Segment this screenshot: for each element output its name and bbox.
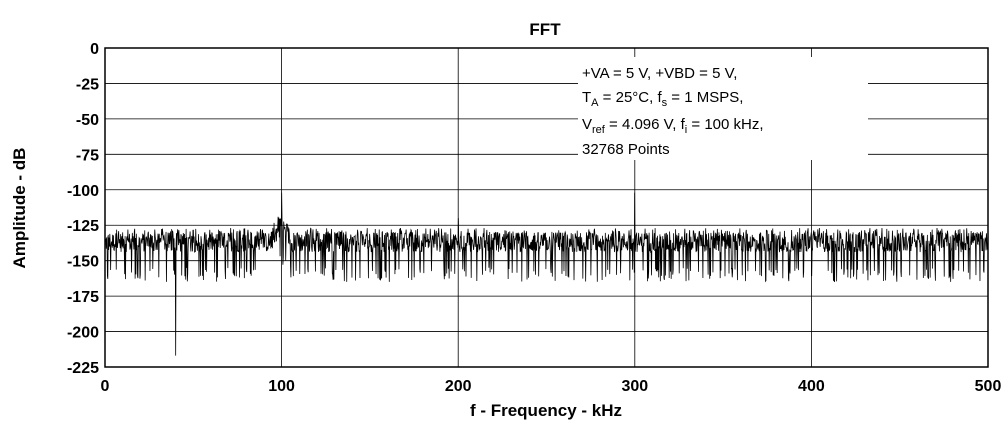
annotation: +VA = 5 V, +VBD = 5 V, TA = 25°C, fs = 1… [582,65,764,158]
x-tick-label: 0 [101,378,110,395]
plot-frame [104,47,989,368]
chart-title: FFT [529,20,561,39]
y-tick-label: -75 [76,147,99,164]
annotation-line-3: Vref = 4.096 V, fi = 100 kHz, [582,116,764,136]
y-tick-label: -100 [67,183,99,200]
x-tick-label: 400 [798,378,825,395]
y-tick-label: -50 [76,112,99,129]
y-axis-label: Amplitude - dB [10,148,29,269]
annotation-line-1: +VA = 5 V, +VBD = 5 V, [582,65,737,82]
x-tick-label: 300 [621,378,648,395]
y-tick-label: 0 [90,41,99,58]
x-tick-label: 500 [975,378,1002,395]
y-tick-label: -175 [67,289,99,306]
x-tick-label: 200 [445,378,472,395]
y-tick-label: -200 [67,325,99,342]
annotation-box [578,57,868,160]
y-tick-label: -125 [67,218,99,235]
y-tick-label: -25 [76,76,99,93]
y-tick-label: -150 [67,254,99,271]
annotation-line-4: 32768 Points [582,141,670,158]
annotation-line-2: TA = 25°C, fs = 1 MSPS, [582,89,743,109]
x-axis-label: f - Frequency - kHz [470,401,622,420]
y-tick-label: -225 [67,360,99,377]
fft-trace [104,192,989,356]
x-tick-label: 100 [268,378,295,395]
